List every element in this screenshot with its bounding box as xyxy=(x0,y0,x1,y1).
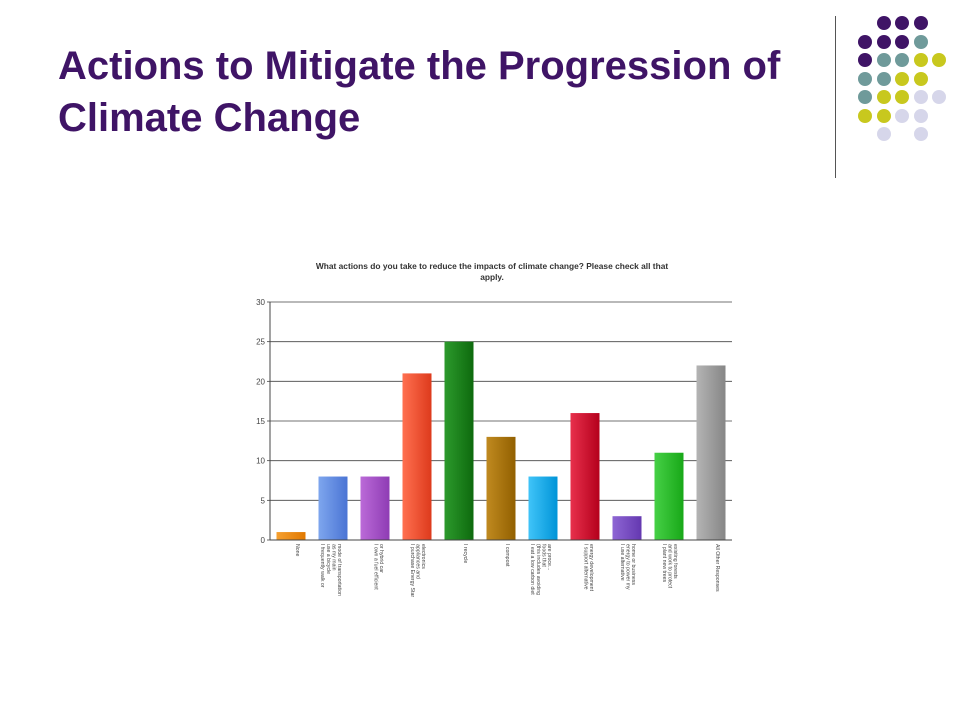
x-category-label-line: mode of transportation xyxy=(336,544,342,596)
decorative-dot xyxy=(876,71,891,86)
x-category-label-line: electronics xyxy=(420,544,426,569)
decorative-dot xyxy=(932,90,946,104)
decorative-dot xyxy=(913,108,928,123)
decorative-dot xyxy=(858,53,872,67)
bar-7 xyxy=(528,476,558,540)
decorative-dot xyxy=(895,53,909,67)
x-category-label: I frequently walk or use a bicycle as my m… xyxy=(319,544,342,596)
x-category-label-line: energy development xyxy=(588,544,594,592)
x-category-label: I eat a low carbon diet (this includes av… xyxy=(529,544,552,595)
x-category-label: All Other Responses xyxy=(714,544,720,592)
x-category-label-line: use a bicycle xyxy=(325,544,331,574)
decorative-dot xyxy=(913,53,928,67)
x-category-label-line: I recycle xyxy=(462,544,468,563)
chart-title: What actions do you take to reduce the i… xyxy=(316,261,669,282)
x-category-label-line: I plant new trees xyxy=(661,544,667,582)
slide-title-line-2: Climate Change xyxy=(58,96,361,140)
decorative-dot xyxy=(895,71,909,86)
decorative-dot xyxy=(858,34,872,49)
x-category-label-line: I compost xyxy=(504,544,510,567)
bar-1 xyxy=(276,532,306,540)
bar-5 xyxy=(444,341,474,540)
chart-bars xyxy=(276,341,726,540)
chart-axes xyxy=(269,302,732,541)
x-category-label-line: (this includes avoiding xyxy=(535,544,541,595)
x-category-label-line: home or business xyxy=(630,544,636,585)
chart-title-line-2: apply. xyxy=(480,272,504,282)
slide-title: Actions to Mitigate the Progression of C… xyxy=(58,40,838,144)
divider-line xyxy=(835,16,836,178)
y-axis-ticks: 0 5 10 15 20 25 30 xyxy=(256,298,270,545)
bar-9 xyxy=(612,516,642,540)
y-tick-label: 10 xyxy=(256,457,265,466)
y-tick-label: 20 xyxy=(256,377,265,386)
x-category-label: I recycle xyxy=(462,544,468,563)
x-category-label-line: or hybrid car xyxy=(378,544,384,573)
decorative-dot xyxy=(876,127,891,141)
x-category-label-line: I own a fuel efficient xyxy=(372,544,378,590)
bar-11 xyxy=(696,365,726,540)
bar-4 xyxy=(402,373,432,540)
x-category-label: I purchase Energy Star appliances and elec… xyxy=(409,544,426,597)
bar-8 xyxy=(570,413,600,540)
decorative-dot xyxy=(913,90,928,104)
x-category-label: I support alternative energy development xyxy=(582,544,594,592)
decorative-dot xyxy=(895,16,909,30)
decorative-dot xyxy=(858,90,872,104)
y-tick-label: 0 xyxy=(261,536,266,545)
x-category-label: I plant new trees and work to protect exis… xyxy=(661,544,678,589)
decorative-dot xyxy=(876,16,891,30)
x-category-label-line: I support alternative xyxy=(582,544,588,590)
decorative-dot xyxy=(895,34,909,49)
y-tick-label: 25 xyxy=(256,338,265,347)
x-category-label: I own a fuel efficient or hybrid car xyxy=(372,544,384,590)
decorative-dot xyxy=(876,90,891,104)
x-category-label-line: I purchase Energy Star xyxy=(409,544,415,597)
decorative-dot xyxy=(876,34,891,49)
y-tick-label: 30 xyxy=(256,298,265,307)
decorative-dot xyxy=(913,34,928,49)
decorative-dot xyxy=(858,71,872,86)
bar-chart: What actions do you take to reduce the i… xyxy=(256,261,732,597)
x-category-label-line: I eat a low carbon diet xyxy=(529,544,535,595)
x-category-label-line: existing forests xyxy=(672,544,678,579)
decorative-dot xyxy=(932,53,946,67)
x-category-label-line: All Other Responses xyxy=(714,544,720,592)
decorative-dot xyxy=(913,127,928,141)
x-category-label-line: None xyxy=(294,544,300,557)
y-tick-label: 15 xyxy=(256,417,265,426)
x-category-label: None xyxy=(294,544,300,557)
decorative-dot xyxy=(876,108,891,123)
x-category-label-line: as my main xyxy=(330,544,336,571)
decorative-dot xyxy=(913,71,928,86)
slide-title-line-1: Actions to Mitigate the Progression of xyxy=(58,44,781,88)
x-category-label-line: foods that xyxy=(540,544,546,567)
decorative-dot xyxy=(913,16,928,30)
x-category-label-line: are proce... xyxy=(546,544,552,570)
y-tick-label: 5 xyxy=(261,496,266,505)
chart-title-line-1: What actions do you take to reduce the i… xyxy=(316,261,669,271)
x-category-label-line: energy to power my xyxy=(624,544,630,590)
decorative-dot xyxy=(858,108,872,123)
decorative-dot xyxy=(895,90,909,104)
x-category-label-line: I frequently walk or xyxy=(319,544,325,588)
x-category-label-line: appliances and xyxy=(414,544,420,579)
decorative-dot xyxy=(876,53,891,67)
x-axis-labels: None I frequently walk or use a bicycle as … xyxy=(294,544,720,597)
x-category-label-line: I use alternative xyxy=(619,544,625,581)
x-category-label: I compost xyxy=(504,544,510,567)
decorative-dot xyxy=(895,108,909,123)
bar-2 xyxy=(318,476,348,540)
bar-3 xyxy=(360,476,390,540)
bar-10 xyxy=(654,452,684,540)
x-category-label-line: and work to protect xyxy=(666,544,672,589)
x-category-label: I use alternative energy to power my home … xyxy=(619,544,636,590)
bar-6 xyxy=(486,436,516,540)
